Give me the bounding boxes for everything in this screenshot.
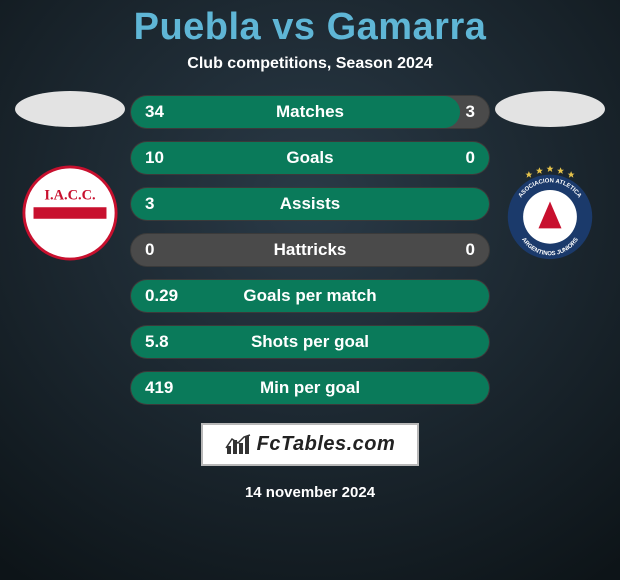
stat-left-value: 0 (145, 240, 154, 260)
stats-column: 34 Matches 3 10 Goals 0 3 Assists 0 Hattricks 0 0.2… (130, 91, 490, 405)
stat-left-value: 10 (145, 148, 164, 168)
right-team-logo: ASOCIACION ATLETICA ARGENTINOS JUNIORS (502, 165, 598, 261)
svg-text:I.A.C.C.: I.A.C.C. (44, 188, 95, 204)
stat-row: 5.8 Shots per goal (130, 325, 490, 359)
right-ellipse (495, 91, 605, 127)
stat-left-value: 419 (145, 378, 173, 398)
left-team-logo: I.A.C.C. (22, 165, 118, 261)
right-column: ASOCIACION ATLETICA ARGENTINOS JUNIORS (490, 91, 610, 261)
stat-row: 0 Hattricks 0 (130, 233, 490, 267)
content-wrapper: Puebla vs Gamarra Club competitions, Sea… (0, 0, 620, 580)
stat-right-value: 3 (466, 102, 475, 122)
stat-label: Goals per match (243, 286, 376, 306)
stat-label: Goals (286, 148, 333, 168)
stat-row: 3 Assists (130, 187, 490, 221)
date-text: 14 november 2024 (245, 484, 375, 501)
left-ellipse (15, 91, 125, 127)
page-subtitle: Club competitions, Season 2024 (187, 55, 432, 73)
left-column: I.A.C.C. (10, 91, 130, 261)
stat-label: Matches (276, 102, 344, 122)
stat-label: Hattricks (274, 240, 347, 260)
stat-left-value: 3 (145, 194, 154, 214)
brand-box: FcTables.com (201, 423, 420, 466)
stat-left-value: 34 (145, 102, 164, 122)
brand-text: FcTables.com (257, 433, 396, 456)
stat-label: Assists (280, 194, 340, 214)
stat-label: Shots per goal (251, 332, 369, 352)
stat-right-value: 0 (466, 240, 475, 260)
stat-right-value: 0 (466, 148, 475, 168)
main-area: I.A.C.C. 34 Matches 3 10 Goals 0 3 Assists 0 Hatt… (0, 91, 620, 405)
stat-row: 0.29 Goals per match (130, 279, 490, 313)
stat-left-value: 5.8 (145, 332, 169, 352)
brand-chart-icon (225, 434, 251, 456)
stat-row: 10 Goals 0 (130, 141, 490, 175)
stat-label: Min per goal (260, 378, 360, 398)
stat-row: 419 Min per goal (130, 371, 490, 405)
page-title: Puebla vs Gamarra (134, 6, 487, 49)
stat-row: 34 Matches 3 (130, 95, 490, 129)
stat-left-value: 0.29 (145, 286, 178, 306)
